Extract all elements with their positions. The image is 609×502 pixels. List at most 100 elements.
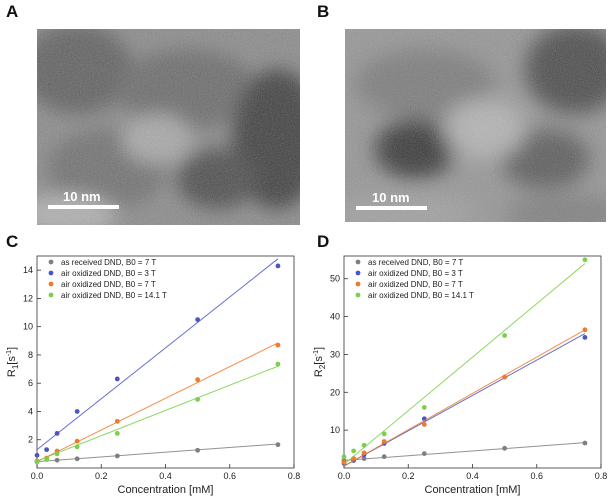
legend-label-0: as received DND, B0 = 7 T: [61, 258, 156, 267]
data-point: [34, 452, 40, 458]
data-point: [195, 397, 201, 402]
legend-label-2: air oxidized DND, B0 = 7 T: [368, 280, 463, 289]
data-point: [361, 442, 367, 448]
y-tick-label: 50: [330, 274, 340, 284]
y-axis-title-unit: [s: [6, 356, 18, 365]
legend-marker-1: [48, 270, 54, 276]
x-tick-label: 0.6: [530, 471, 543, 481]
x-axis-title: Concentration [mM]: [118, 484, 214, 496]
data-point: [195, 447, 201, 453]
y-axis-title-sub: 2: [318, 364, 327, 369]
data-point: [502, 333, 508, 338]
x-tick-label: 0.4: [159, 471, 172, 481]
data-point: [275, 342, 281, 348]
y-axis-title-main: R: [6, 369, 18, 377]
x-tick-label: 0.8: [288, 471, 301, 481]
y-axis-title-sub: 1: [11, 364, 20, 369]
data-point: [421, 422, 427, 427]
data-point: [582, 334, 588, 340]
chart-r2: 10 20 30 40 50 0.0 0.2 0.4 0.6 0.8 Concentration […: [313, 255, 608, 496]
data-point: [502, 445, 508, 451]
panel-letter-c: C: [6, 232, 19, 251]
legend-marker-2: [48, 281, 54, 287]
x-tick-label: 0.2: [95, 471, 108, 481]
x-tick-label: 0.2: [402, 471, 415, 481]
legend-label-1: air oxidized DND, B0 = 3 T: [368, 269, 463, 278]
y-tick-label: 14: [23, 265, 33, 275]
y-tick-label: 6: [28, 378, 33, 388]
data-point: [74, 444, 80, 450]
data-point: [74, 409, 80, 414]
y-axis-title-close: ]: [6, 347, 18, 350]
data-point: [114, 376, 120, 382]
y-axis-title-close: ]: [313, 347, 325, 350]
y-tick-label: 30: [330, 349, 340, 359]
scale-bar-a: [48, 205, 119, 209]
data-point: [54, 457, 60, 463]
legend-marker-2: [355, 281, 361, 287]
data-point: [54, 430, 60, 436]
y-axis-title-main: R: [313, 369, 325, 377]
data-point: [44, 447, 50, 453]
x-tick-label: 0.0: [338, 471, 351, 481]
fit-line-3: [343, 263, 586, 465]
scale-bar-label-b: 10 nm: [372, 190, 410, 205]
scale-bar-b: [356, 206, 427, 210]
data-point: [361, 450, 367, 456]
data-point: [74, 438, 80, 444]
data-point: [275, 263, 281, 269]
data-point: [582, 257, 588, 263]
data-point: [421, 405, 427, 410]
scale-bar-label-a: 10 nm: [63, 189, 101, 204]
y-tick-label: 8: [28, 350, 33, 360]
data-point: [44, 457, 50, 462]
data-point: [74, 456, 80, 462]
y-tick-label: 10: [330, 425, 340, 435]
data-point: [195, 317, 201, 322]
data-point: [381, 439, 387, 444]
panel-letter-d: D: [317, 232, 330, 251]
y-tick-label: 10: [23, 322, 33, 332]
panel-letter-b: B: [317, 2, 330, 21]
data-point: [361, 456, 367, 461]
data-point: [381, 431, 387, 437]
data-point: [275, 442, 281, 448]
y-axis-title: R2[s-1]: [313, 347, 327, 377]
legend-label-3: air oxidized DND, B0 = 14.1 T: [368, 291, 474, 300]
y-tick-label: 40: [330, 312, 340, 322]
data-point: [582, 327, 588, 333]
legend-marker-0: [48, 259, 54, 265]
legend-label-3: air oxidized DND, B0 = 14.1 T: [61, 291, 167, 300]
y-tick-label: 2: [28, 435, 33, 445]
legend-label-0: as received DND, B0 = 7 T: [368, 258, 463, 267]
legend-marker-1: [355, 270, 361, 276]
y-axis-title-unit: [s: [313, 356, 325, 365]
y-tick-label: 20: [330, 387, 340, 397]
chart-r1: 2 4 6 8 10 12 14 0.0 0.2 0.4 0.6 0.8 Concentration […: [6, 255, 301, 496]
legend-marker-3: [355, 292, 361, 298]
x-tick-label: 0.8: [595, 471, 608, 481]
panel-letter-a: A: [6, 2, 19, 21]
data-point: [502, 374, 508, 380]
data-point: [582, 440, 588, 446]
x-tick-label: 0.6: [223, 471, 236, 481]
data-point: [54, 451, 60, 457]
y-tick-label: 4: [28, 406, 33, 416]
data-point: [114, 430, 120, 436]
y-axis-title-sup: -1: [6, 350, 13, 356]
data-point: [195, 377, 201, 383]
x-tick-label: 0.4: [466, 471, 479, 481]
data-point: [421, 451, 427, 457]
tem-image-a: [37, 29, 300, 225]
data-point: [341, 454, 347, 460]
legend-label-1: air oxidized DND, B0 = 3 T: [61, 269, 156, 278]
y-tick-label: 12: [23, 293, 33, 303]
x-axis-title: Concentration [mM]: [425, 484, 521, 496]
fit-line-1: [36, 258, 279, 451]
tem-image-b: [345, 29, 606, 222]
y-axis-title-sup: -1: [313, 350, 320, 356]
data-point: [351, 456, 357, 461]
data-point: [275, 361, 281, 367]
legend-marker-0: [355, 259, 361, 265]
x-tick-label: 0.0: [31, 471, 44, 481]
